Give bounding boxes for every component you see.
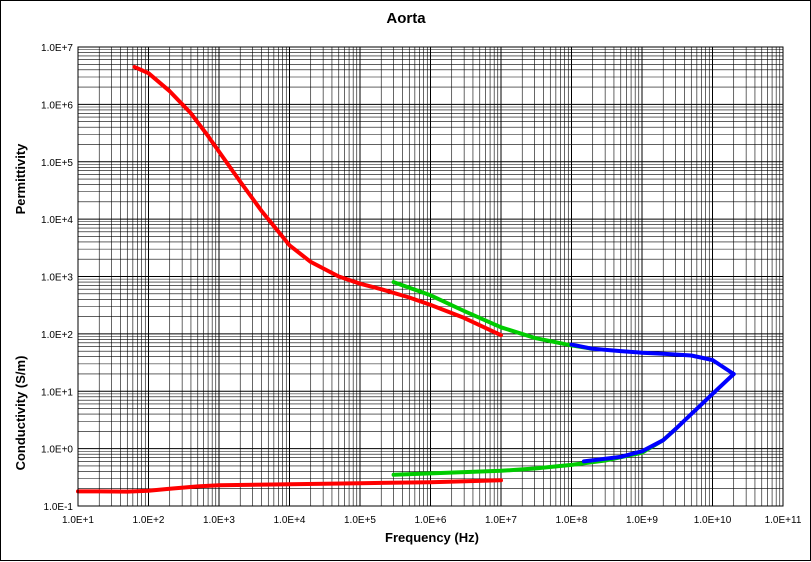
y-tick-label: 1.0E-1 <box>44 502 74 513</box>
x-tick-label: 1.0E+9 <box>626 515 658 526</box>
x-tick-label: 1.0E+3 <box>203 515 235 526</box>
series-line-6 <box>581 372 736 464</box>
series-line-3 <box>569 342 736 376</box>
grid-layer <box>77 47 783 507</box>
series-line-4 <box>76 478 503 494</box>
y-tick-label: 1.0E+6 <box>41 100 73 111</box>
plot-area-border <box>77 46 784 507</box>
x-axis-label: Frequency (Hz) <box>385 530 479 545</box>
x-tick-label: 1.0E+1 <box>62 515 94 526</box>
tick-labels: 1.0E+1 1.0E+2 1.0E+3 1.0E+4 1.0E+5 1.0E+6 1.0E… <box>41 43 802 526</box>
y-axis-label-conductivity: Conductivity (S/m) <box>13 356 28 471</box>
x-tick-label: 1.0E+8 <box>556 515 588 526</box>
y-tick-label: 1.0E+1 <box>41 387 73 398</box>
y-tick-label: 1.0E+0 <box>41 445 73 456</box>
series-layer <box>76 64 736 494</box>
y-tick-label: 1.0E+5 <box>41 158 73 169</box>
x-tick-label: 1.0E+5 <box>344 515 376 526</box>
x-tick-label: 1.0E+2 <box>133 515 165 526</box>
y-axis-label-permittivity: Permittivity <box>13 143 28 215</box>
x-tick-label: 1.0E+6 <box>415 515 447 526</box>
x-tick-label: 1.0E+10 <box>694 515 732 526</box>
y-tick-label: 1.0E+2 <box>41 330 73 341</box>
x-tick-label: 1.0E+4 <box>274 515 306 526</box>
x-tick-label: 1.0E+11 <box>765 515 802 526</box>
y-tick-label: 1.0E+7 <box>41 43 73 54</box>
series-line-1 <box>132 64 503 338</box>
y-tick-label: 1.0E+4 <box>41 215 73 226</box>
chart-title: Aorta <box>386 10 426 27</box>
y-tick-label: 1.0E+3 <box>41 273 73 284</box>
x-tick-label: 1.0E+7 <box>485 515 517 526</box>
